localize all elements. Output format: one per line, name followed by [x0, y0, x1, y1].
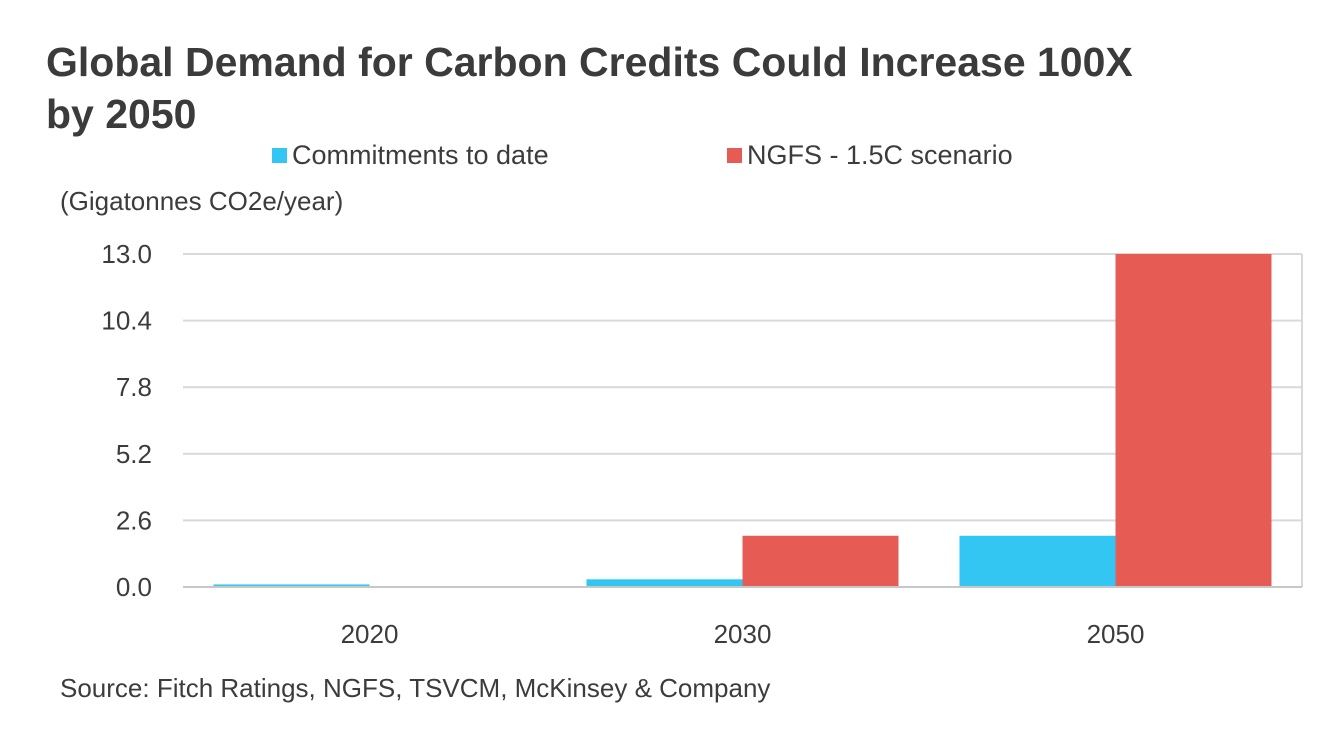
- bar-commitments-2050: [959, 535, 1116, 587]
- source-note: Source: Fitch Ratings, NGFS, TSVCM, McKi…: [60, 673, 771, 703]
- x-tick-label-2030: 2030: [714, 619, 772, 649]
- y-tick-label: 2.6: [116, 505, 152, 535]
- legend-label-commitments: Commitments to date: [292, 140, 549, 170]
- bar-ngfs-2030: [742, 535, 899, 587]
- x-axis-tick-labels: 2020 2030 2050: [341, 619, 1145, 649]
- y-tick-label: 0.0: [116, 572, 152, 602]
- y-axis-tick-labels: 0.0 2.6 5.2 7.8 10.4 13.0: [101, 239, 152, 602]
- y-tick-label: 5.2: [116, 439, 152, 469]
- bar-ngfs-2050: [1115, 254, 1272, 587]
- legend-item-commitments: Commitments to date: [272, 140, 549, 171]
- chart-title-line-1: Global Demand for Carbon Credits Could I…: [46, 39, 1133, 85]
- legend-swatch-ngfs: [727, 148, 742, 163]
- chart-title-line-2: by 2050: [46, 91, 197, 137]
- y-axis-unit-label: (Gigatonnes CO2e/year): [60, 186, 344, 216]
- y-tick-label: 10.4: [101, 306, 152, 336]
- bar-commitments-2030: [586, 579, 743, 587]
- y-tick-label: 13.0: [101, 239, 152, 269]
- bars: [213, 254, 1272, 587]
- bar-commitments-2020: [213, 584, 370, 587]
- x-tick-label-2020: 2020: [341, 619, 399, 649]
- legend-swatch-commitments: [272, 148, 287, 163]
- legend-label-ngfs: NGFS - 1.5C scenario: [747, 140, 1013, 170]
- legend-item-ngfs: NGFS - 1.5C scenario: [727, 140, 1013, 171]
- y-tick-label: 7.8: [116, 372, 152, 402]
- chart-title: Global Demand for Carbon Credits Could I…: [46, 36, 1306, 140]
- x-tick-label-2050: 2050: [1087, 619, 1145, 649]
